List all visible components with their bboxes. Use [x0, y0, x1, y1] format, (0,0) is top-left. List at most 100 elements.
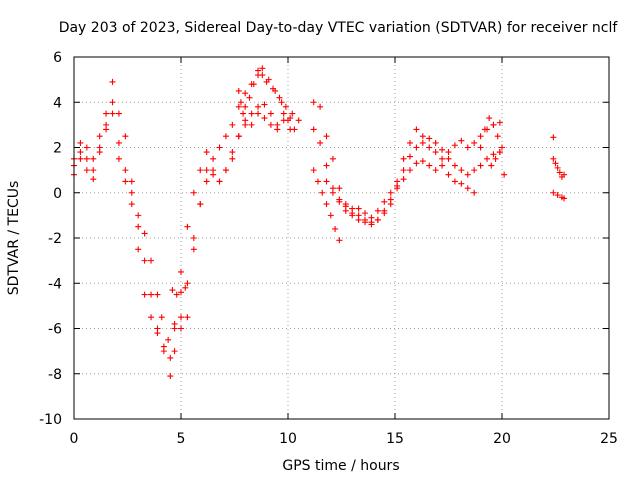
data-point [387, 189, 394, 196]
data-point [128, 189, 135, 196]
data-point [167, 373, 174, 380]
data-point [317, 139, 324, 146]
data-point [400, 176, 407, 183]
data-point [141, 257, 148, 264]
data-point [426, 135, 433, 142]
data-point [554, 164, 561, 171]
y-tick-label: -10 [39, 412, 62, 428]
data-point [173, 291, 180, 298]
data-point [289, 110, 296, 117]
data-point [242, 103, 249, 110]
series-track-m [550, 155, 568, 180]
data-point [197, 167, 204, 174]
data-point [229, 155, 236, 162]
data-point [362, 210, 369, 217]
data-point [451, 142, 458, 149]
x-tick-label: 0 [70, 431, 79, 447]
y-tick-label: -6 [48, 322, 62, 338]
data-point [203, 167, 210, 174]
data-point [501, 171, 508, 178]
data-point [488, 162, 495, 169]
data-point [464, 171, 471, 178]
data-point [77, 139, 84, 146]
data-point [274, 121, 281, 128]
data-point [471, 167, 478, 174]
data-point [182, 284, 189, 291]
data-point [490, 151, 497, 158]
chart-title: Day 203 of 2023, Sidereal Day-to-day VTE… [59, 20, 619, 36]
data-point [400, 167, 407, 174]
grid-lines [74, 57, 609, 419]
series-track-a [71, 65, 298, 380]
data-point [261, 115, 268, 122]
data-point [451, 178, 458, 185]
data-point [494, 133, 501, 140]
data-point [394, 182, 401, 189]
data-point [280, 117, 287, 124]
data-point [83, 144, 90, 151]
data-point [184, 314, 191, 321]
data-point [280, 110, 287, 117]
data-point [83, 167, 90, 174]
data-point [171, 320, 178, 327]
data-point [96, 144, 103, 151]
data-point [115, 139, 122, 146]
data-point [267, 121, 274, 128]
data-point [484, 155, 491, 162]
data-point [477, 133, 484, 140]
data-point [197, 201, 204, 208]
data-point [282, 103, 289, 110]
data-point [554, 192, 561, 199]
data-point [216, 178, 223, 185]
series-track-d [242, 67, 302, 124]
data-point [471, 139, 478, 146]
data-point [267, 110, 274, 117]
data-point [246, 94, 253, 101]
y-tick-label: 0 [53, 186, 62, 202]
data-point [90, 155, 97, 162]
x-axis-label: GPS time / hours [282, 458, 399, 474]
data-point [270, 85, 277, 92]
data-point [77, 155, 84, 162]
series-track-g [310, 99, 503, 226]
data-point [115, 110, 122, 117]
series-track-e [235, 87, 247, 117]
data-point [413, 160, 420, 167]
data-point [295, 117, 302, 124]
x-tick-labels: 0 5 10 15 20 25 [70, 431, 618, 447]
series-track-n [550, 189, 568, 202]
data-point [329, 155, 336, 162]
data-point [561, 195, 568, 202]
data-point [477, 144, 484, 151]
data-point [556, 169, 563, 176]
x-tick-label: 20 [493, 431, 511, 447]
data-point [406, 153, 413, 160]
data-point [276, 94, 283, 101]
data-point [184, 223, 191, 230]
data-point [490, 121, 497, 128]
data-point [203, 149, 210, 156]
data-point [148, 291, 155, 298]
data-point [154, 330, 161, 337]
y-tick-label: -4 [48, 276, 62, 292]
data-point [314, 178, 321, 185]
series-track-c [71, 99, 294, 343]
data-point [242, 121, 249, 128]
data-point [242, 90, 249, 97]
data-point [109, 99, 116, 106]
data-point [471, 189, 478, 196]
data-point [278, 99, 285, 106]
data-point [406, 167, 413, 174]
data-point [77, 149, 84, 156]
data-point [135, 223, 142, 230]
data-point [122, 167, 129, 174]
data-point [248, 110, 255, 117]
data-point [178, 289, 184, 296]
data-point [355, 205, 362, 212]
data-point [419, 139, 426, 146]
data-point [261, 101, 268, 108]
data-point [178, 268, 184, 275]
data-point [235, 133, 242, 140]
data-point [259, 65, 266, 72]
